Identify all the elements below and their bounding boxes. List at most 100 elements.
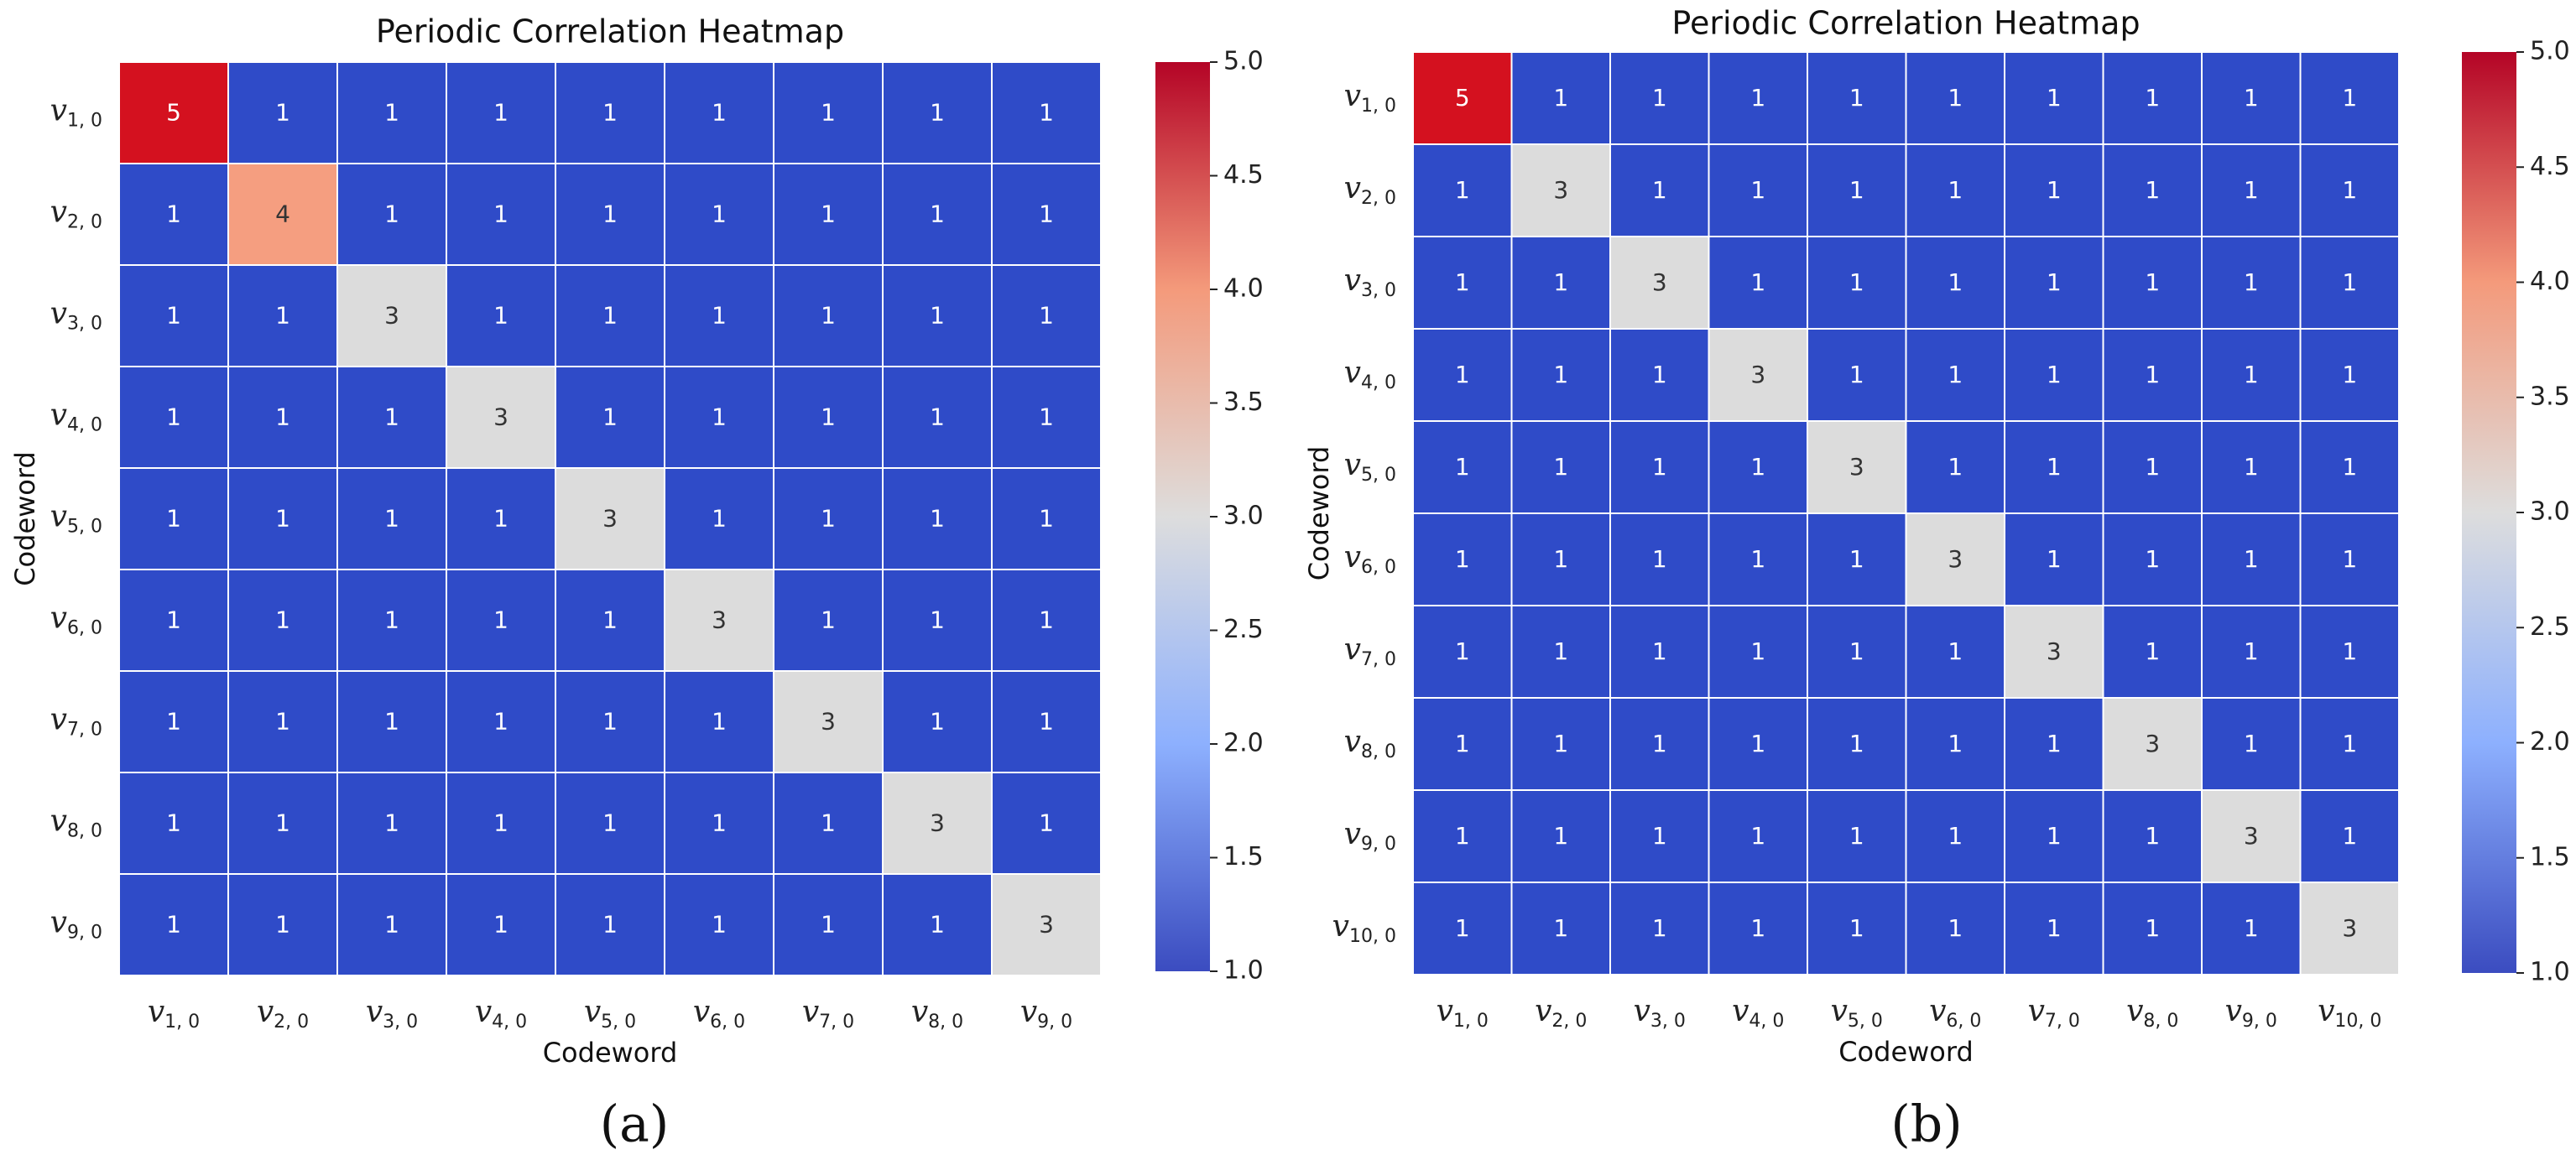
heatmap-cell-r6-c1 (118, 569, 229, 672)
cell-value-r1-c3: 1 (384, 99, 399, 127)
heatmap-cell-r4-c3 (1609, 328, 1710, 422)
cell-value-r2-c3: 1 (384, 200, 399, 228)
y-tick-label-4: v4, 0 (50, 398, 102, 436)
heatmap-cell-r9-c2 (1510, 789, 1611, 883)
y-tick-label-3: v3, 0 (1344, 263, 1396, 301)
cell-value-r5-c5: 3 (1849, 453, 1864, 481)
heatmap-cell-r5-c10 (2299, 420, 2400, 514)
cell-value-r7-c9: 1 (2244, 637, 2259, 665)
x-tick-label-4: v4, 0 (475, 995, 527, 1033)
y-axis-label: Codeword (9, 451, 41, 586)
colorbar-tick-label-6: 3.5 (1223, 388, 1264, 417)
heatmap-cell-r6-c4 (1708, 512, 1808, 606)
cell-value-r6-c2: 1 (275, 606, 290, 634)
cell-value-r5-c4: 1 (493, 505, 508, 533)
cell-value-r6-c8: 1 (2145, 545, 2160, 573)
cell-value-r4-c1: 1 (1455, 361, 1470, 388)
heatmap-cell-r9-c3 (1609, 789, 1710, 883)
y-tick-label-6: v6, 0 (50, 601, 102, 639)
heatmap-cell-r9-c1 (1412, 789, 1513, 883)
cell-value-r7-c8: 1 (930, 708, 945, 736)
cell-value-r9-c2: 1 (275, 911, 290, 939)
cell-value-r3-c6: 1 (712, 302, 727, 330)
cell-value-r1-c2: 1 (1553, 84, 1568, 112)
heatmap-cell-r8-c5 (1807, 697, 1907, 791)
cell-value-r6-c8: 1 (930, 606, 945, 634)
x-tick-label-7: v7, 0 (2028, 994, 2080, 1032)
cell-value-r10-c9: 1 (2244, 914, 2259, 942)
y-tick-label-7: v7, 0 (50, 703, 102, 741)
cell-value-r1-c9: 1 (2244, 84, 2259, 112)
cell-value-r2-c7: 1 (821, 200, 836, 228)
heatmap-cell-r8-c7 (773, 772, 884, 875)
heatmap-cell-r5-c7 (2004, 420, 2104, 514)
x-tick-label-5: v5, 0 (584, 995, 636, 1033)
cell-value-r3-c3: 3 (384, 302, 399, 330)
heatmap-cell-r6-c10 (2299, 512, 2400, 606)
heatmap-cell-r1-c6 (1905, 51, 2005, 145)
heatmap-cell-r4-c4 (446, 366, 556, 469)
cell-value-r9-c4: 1 (493, 911, 508, 939)
cell-value-r7-c3: 1 (384, 708, 399, 736)
cell-value-r7-c10: 1 (2342, 637, 2357, 665)
cell-value-r6-c7: 1 (2047, 545, 2062, 573)
cell-value-r5-c3: 1 (384, 505, 399, 533)
heatmap-cell-r8-c10 (2299, 697, 2400, 791)
heatmap-cell-r1-c1 (118, 61, 229, 164)
heatmap-cell-r2-c2 (1510, 143, 1611, 237)
x-tick-label-8: v8, 0 (2126, 994, 2178, 1032)
cell-value-r3-c1: 1 (1455, 268, 1470, 296)
heatmap-cell-r9-c8 (2102, 789, 2203, 883)
colorbar-tick-label-2: 1.5 (2530, 842, 2570, 871)
colorbar-tick-label-5: 3.0 (2530, 497, 2570, 527)
heatmap-cell-r7-c1 (118, 670, 229, 773)
cell-value-r8-c7: 1 (821, 809, 836, 837)
heatmap-cell-r1-c8 (882, 61, 993, 164)
cell-value-r2-c6: 1 (1948, 176, 1963, 204)
heatmap-cell-r3-c2 (227, 264, 338, 367)
colorbar-tick-label-7: 4.0 (2530, 267, 2570, 296)
cell-value-r7-c6: 1 (712, 708, 727, 736)
cell-value-r4-c6: 1 (1948, 361, 1963, 388)
x-tick-label-9: v9, 0 (1020, 995, 1072, 1033)
heatmap-cell-r8-c1 (1412, 697, 1513, 791)
heatmap-cell-r3-c6 (1905, 236, 2005, 330)
cell-value-r4-c6: 1 (712, 403, 727, 431)
cell-value-r7-c4: 1 (1750, 637, 1765, 665)
cell-value-r1-c1: 5 (1455, 84, 1470, 112)
cell-value-r6-c3: 1 (1652, 545, 1667, 573)
cell-value-r2-c4: 1 (1750, 176, 1765, 204)
cell-value-r1-c4: 1 (493, 99, 508, 127)
cell-value-r9-c4: 1 (1750, 822, 1765, 850)
colorbar (1155, 62, 1210, 971)
heatmap-cell-r2-c5 (1807, 143, 1907, 237)
colorbar-tick-label-8: 4.5 (2530, 152, 2570, 181)
cell-value-r6-c1: 1 (166, 606, 181, 634)
panel-label: (b) (1890, 1095, 1962, 1154)
chart-title: Periodic Correlation Heatmap (376, 13, 844, 50)
heatmap-cell-r9-c5 (555, 873, 665, 976)
cell-value-r4-c7: 1 (2047, 361, 2062, 388)
cell-value-r6-c6: 3 (1948, 545, 1963, 573)
x-tick-label-2: v2, 0 (257, 995, 309, 1033)
cell-value-r6-c1: 1 (1455, 545, 1470, 573)
cell-value-r1-c8: 1 (930, 99, 945, 127)
heatmap-cell-r7-c10 (2299, 605, 2400, 699)
cell-value-r9-c10: 1 (2342, 822, 2357, 850)
heatmap-cell-r4-c1 (118, 366, 229, 469)
heatmap-cell-r6-c2 (1510, 512, 1611, 606)
x-tick-label-3: v3, 0 (1634, 994, 1686, 1032)
cell-value-r5-c5: 3 (602, 505, 618, 533)
cell-value-r9-c5: 1 (1849, 822, 1864, 850)
y-tick-label-9: v9, 0 (1344, 817, 1396, 855)
heatmap-cell-r5-c9 (991, 467, 1102, 570)
colorbar-tick-label-5: 3.0 (1223, 502, 1264, 531)
cell-value-r3-c8: 1 (930, 302, 945, 330)
cell-value-r6-c3: 1 (384, 606, 399, 634)
heatmap-cell-r7-c2 (1510, 605, 1611, 699)
cell-value-r1-c10: 1 (2342, 84, 2357, 112)
heatmap-cell-r3-c8 (2102, 236, 2203, 330)
cell-value-r4-c1: 1 (166, 403, 181, 431)
cell-value-r4-c3: 1 (384, 403, 399, 431)
